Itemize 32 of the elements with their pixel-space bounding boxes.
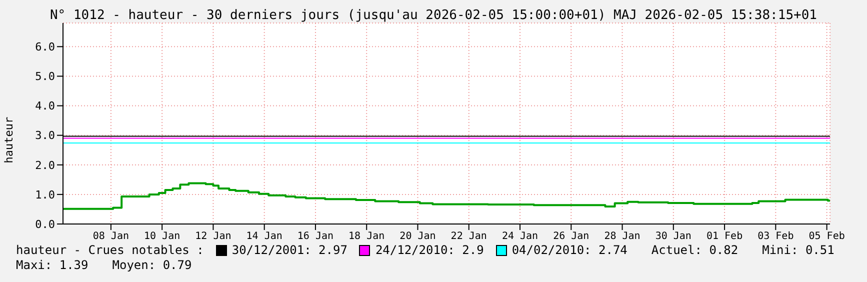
x-tick-label: 24 Jan bbox=[502, 231, 538, 242]
text: Mini: 0.51 bbox=[762, 243, 834, 258]
y-axis-title: hauteur bbox=[2, 116, 16, 166]
text: Moyen: 0.79 bbox=[112, 258, 192, 272]
text: Actuel: 0.82 bbox=[651, 243, 738, 258]
x-tick-label: 20 Jan bbox=[400, 231, 436, 242]
y-tick-label: 3.0 bbox=[35, 129, 55, 142]
x-tick-label: 26 Jan bbox=[553, 231, 590, 242]
y-tick-label: 6.0 bbox=[35, 40, 55, 54]
y-tick-label: 1.0 bbox=[35, 188, 55, 202]
legend-label: 30/12/2001: 2.97 bbox=[232, 243, 348, 258]
x-tick-label: 28 Jan bbox=[604, 231, 640, 242]
x-tick-label: 12 Jan bbox=[195, 231, 232, 242]
x-tick-label: 22 Jan bbox=[450, 231, 487, 242]
chart-title: N° 1012 - hauteur - 30 derniers jours (jusqu'au 2026-02-05 15:00:00+01) MAJ 2026-02-05 15:38:15+01 bbox=[48, 8, 818, 23]
y-tick-label: 2.0 bbox=[35, 158, 55, 172]
y-tick-label: 0.0 bbox=[35, 218, 55, 231]
y-tick-label: 5.0 bbox=[35, 70, 55, 84]
text: Maxi: 1.39 bbox=[16, 258, 88, 272]
x-tick-label: 05 Feb bbox=[808, 231, 845, 242]
legend-label: 04/02/2010: 2.74 bbox=[512, 243, 628, 258]
x-tick-label: 14 Jan bbox=[246, 231, 282, 242]
y-tick-label: 4.0 bbox=[35, 100, 55, 113]
x-tick-label: 16 Jan bbox=[297, 231, 334, 242]
x-tick-label: 30 Jan bbox=[655, 231, 692, 242]
x-tick-label: 08 Jan bbox=[92, 231, 129, 242]
x-tick-label: 10 Jan bbox=[144, 231, 180, 242]
x-tick-label: 18 Jan bbox=[348, 231, 385, 242]
x-tick-label: 03 Feb bbox=[758, 231, 794, 242]
x-tick-label: 01 Feb bbox=[706, 231, 743, 242]
text: hauteur - Crues notables : bbox=[16, 243, 204, 258]
legend-label: 24/12/2010: 2.9 bbox=[375, 243, 484, 258]
